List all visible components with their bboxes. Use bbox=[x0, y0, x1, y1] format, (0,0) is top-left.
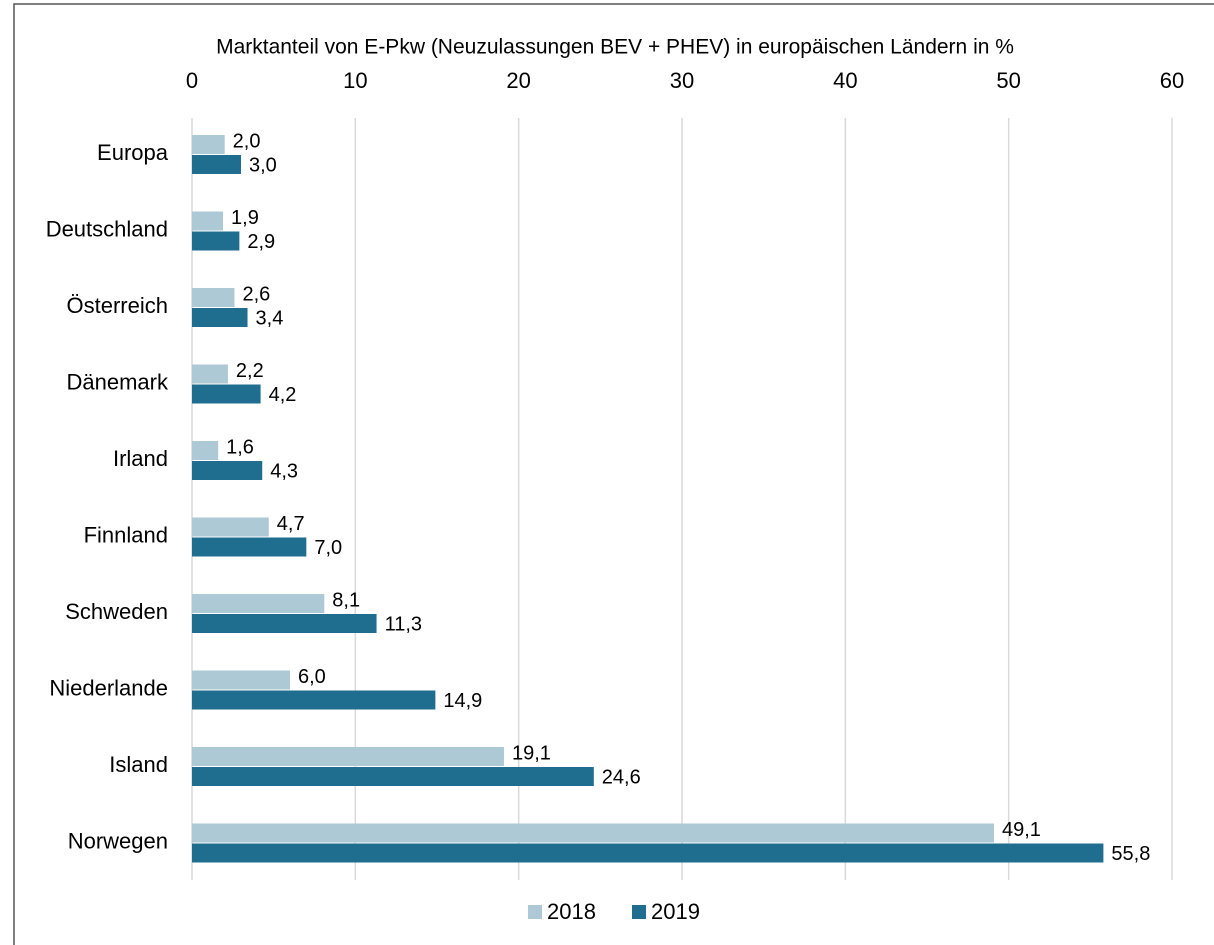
bar bbox=[192, 155, 241, 174]
bar bbox=[192, 747, 504, 766]
bar bbox=[192, 537, 307, 557]
legend-swatch bbox=[632, 905, 646, 919]
bar bbox=[192, 690, 436, 710]
bar bbox=[192, 211, 224, 231]
y-tick-label: Irland bbox=[113, 446, 168, 471]
y-tick-label: Niederlande bbox=[49, 675, 168, 700]
x-tick-label: 40 bbox=[833, 68, 857, 93]
value-label: 8,1 bbox=[332, 589, 360, 611]
x-tick-label: 10 bbox=[343, 68, 367, 93]
bar bbox=[192, 517, 269, 537]
x-tick-label: 50 bbox=[996, 68, 1020, 93]
y-tick-label: Deutschland bbox=[46, 216, 168, 241]
value-label: 1,6 bbox=[226, 436, 254, 458]
legend-swatch bbox=[528, 905, 542, 919]
bar bbox=[192, 308, 248, 327]
y-tick-label: Europa bbox=[97, 140, 169, 165]
y-tick-label: Norwegen bbox=[68, 828, 168, 853]
x-tick-label: 30 bbox=[670, 68, 694, 93]
bar bbox=[192, 288, 235, 307]
value-label: 49,1 bbox=[1002, 819, 1041, 841]
bar bbox=[192, 461, 263, 480]
bar bbox=[192, 843, 1104, 863]
value-label: 2,2 bbox=[236, 360, 264, 382]
x-tick-label: 60 bbox=[1160, 68, 1184, 93]
bar bbox=[192, 594, 325, 613]
value-label: 1,9 bbox=[231, 207, 259, 229]
value-label: 3,4 bbox=[256, 307, 284, 329]
value-label: 11,3 bbox=[385, 613, 422, 635]
bar bbox=[192, 384, 261, 404]
value-label: 6,0 bbox=[298, 666, 326, 688]
legend-label: 2018 bbox=[547, 899, 596, 924]
bar bbox=[192, 670, 290, 690]
chart-border bbox=[13, 3, 1214, 945]
y-tick-label: Österreich bbox=[67, 293, 168, 318]
y-tick-label: Schweden bbox=[65, 599, 168, 624]
y-tick-label: Dänemark bbox=[67, 369, 169, 394]
bar bbox=[192, 231, 240, 251]
value-label: 2,0 bbox=[233, 130, 261, 152]
value-label: 2,9 bbox=[247, 231, 275, 253]
bar bbox=[192, 441, 219, 460]
bar bbox=[192, 135, 225, 154]
value-label: 2,6 bbox=[242, 283, 270, 305]
value-label: 4,7 bbox=[277, 513, 305, 535]
y-tick-label: Finnland bbox=[84, 522, 168, 547]
legend-label: 2019 bbox=[651, 899, 700, 924]
value-label: 4,2 bbox=[269, 384, 297, 406]
value-label: 7,0 bbox=[314, 537, 342, 559]
value-label: 4,3 bbox=[270, 460, 298, 482]
y-tick-label: Island bbox=[109, 752, 168, 777]
chart-title: Marktanteil von E-Pkw (Neuzulassungen BE… bbox=[216, 36, 1014, 59]
bar bbox=[192, 767, 594, 786]
bar bbox=[192, 614, 377, 633]
value-label: 14,9 bbox=[443, 690, 482, 712]
value-label: 19,1 bbox=[512, 742, 551, 764]
x-tick-label: 20 bbox=[506, 68, 530, 93]
value-label: 55,8 bbox=[1111, 843, 1150, 865]
x-tick-label: 0 bbox=[186, 68, 198, 93]
value-label: 3,0 bbox=[249, 154, 277, 176]
bar bbox=[192, 823, 994, 843]
bar bbox=[192, 364, 228, 384]
value-label: 24,6 bbox=[602, 766, 641, 788]
